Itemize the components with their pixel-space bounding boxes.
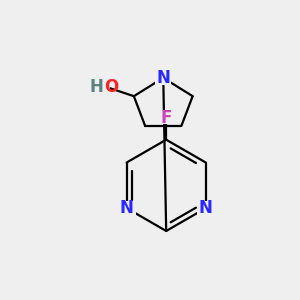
Bar	[197, 201, 214, 215]
Text: N: N	[120, 199, 134, 217]
Text: N: N	[199, 199, 213, 217]
Text: O: O	[104, 78, 118, 96]
Bar	[84, 80, 110, 94]
Text: N: N	[156, 69, 170, 87]
Bar	[118, 201, 136, 215]
Text: H: H	[90, 78, 104, 96]
Bar	[159, 111, 174, 124]
Text: F: F	[160, 109, 172, 127]
Bar	[155, 71, 171, 85]
